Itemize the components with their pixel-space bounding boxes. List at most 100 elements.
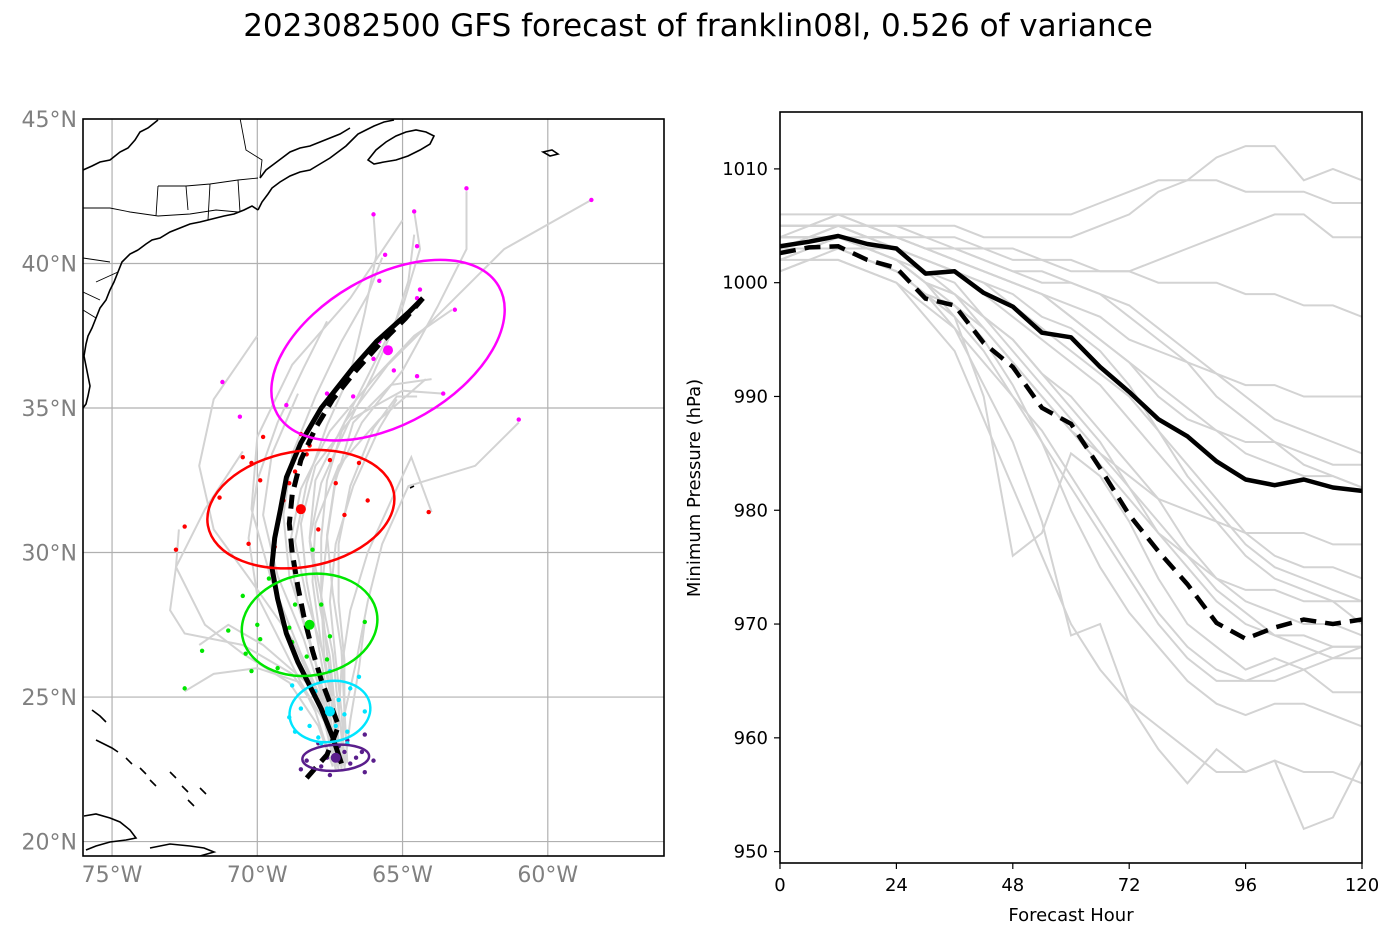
t96-member-point [377,278,382,284]
coastline-caribbean [83,485,415,856]
mean-track-dashed [286,296,425,780]
t48-member-point [240,593,245,599]
t72-member-point [182,524,187,529]
ensemble-pressure-line [780,236,1362,660]
t24-member-point [289,683,295,688]
pressure-ticks: 0 24 48 72 96 120 950 960 970 980 990 1000 1010 [722,159,1379,896]
t96-member-point [324,391,330,396]
t48-member-point [292,602,298,607]
ensemble-track [334,454,433,767]
t72-member-point [287,480,292,486]
ensemble-track [337,395,418,770]
t48-member-point [182,686,187,691]
pressure-xtick-label: 24 [885,875,908,896]
t72-member-point [327,457,333,463]
t48-member-point [258,637,263,642]
t48-member-point [362,619,367,625]
pressure-frame [779,111,1363,864]
t96-member-point [417,287,423,292]
t0-member-point [371,758,376,763]
map-xtick-label: 60°W [517,863,578,888]
t24-member-point [345,729,350,734]
map-gridlines [83,118,664,856]
x-axis-label: Forecast Hour [1008,905,1134,926]
ensemble-track [328,398,398,764]
t72-member-point [258,478,263,483]
ensemble-pressure-line [780,224,1362,489]
t24-spread-ellipse [288,679,372,744]
t72-member-point [316,527,321,532]
t96-member-point [414,243,420,249]
pressure-ytick-label: 960 [734,728,768,749]
t48-member-point [249,668,254,674]
t48-member-point [226,628,231,633]
t72-member-point [356,460,362,466]
pressure-panel: 0 24 48 72 96 120 950 960 970 980 990 1000 1010 Fore… [684,111,1379,926]
t48-member-point [275,665,280,671]
ensemble-track [299,389,444,770]
t48-member-point [310,547,315,552]
t72-member-point [217,495,222,500]
ensemble-pressure-line [780,258,1362,682]
map-frame [82,118,665,857]
t0-member-point [353,755,359,760]
map-xtick-label: 75°W [82,863,143,888]
ensemble-track [337,421,520,767]
t48-member-point [304,654,309,659]
t0-member-point [298,767,304,772]
t48-member-point [327,634,333,639]
map-ytick-label: 45°N [22,108,77,133]
t24-member-point [356,674,362,680]
ensemble-pressure-line [780,224,1362,489]
t24-member-point [333,723,338,729]
pressure-ytick-label: 990 [734,386,768,407]
t96-member-point [414,374,420,379]
t96-member-point [350,394,356,399]
t72-member-point [260,434,266,440]
t72-member-point [333,480,338,486]
t96-member-point [464,186,469,191]
pressure-ytick-label: 1010 [722,159,768,180]
t24-member-point [298,706,304,711]
ensemble-track [325,191,468,764]
t96-member-point [414,295,420,301]
t96-spread-ellipse [270,258,506,442]
t48-member-point [255,622,260,627]
pressure-xtick-label: 96 [1234,875,1257,896]
t72-member-point [173,547,179,552]
map-xtick-label: 65°W [372,863,433,888]
t96-member-point [516,417,521,422]
t48-member-point [243,651,248,656]
map-panel: 75°W 70°W 65°W 60°W 20°N 25°N 30°N 35°N 40°N 45°N [22,108,665,888]
t48-mean-point [304,619,315,630]
t48-member-point [319,602,324,607]
t0-member-point [359,749,365,755]
t72-member-point [365,498,370,503]
t0-member-point [362,769,367,775]
t72-spread-ellipse [206,448,396,570]
ensemble-pressure-line [780,224,1362,398]
ensemble-pressure-line [780,224,1362,466]
ensemble-track [247,320,334,767]
ensemble-track [250,219,404,767]
t24-member-point [336,697,341,703]
t72-member-point [246,541,251,547]
pressure-xtick-label: 72 [1118,875,1141,896]
pressure-ytick-label: 1000 [722,273,768,294]
t0-member-point [348,761,353,766]
pressure-ytick-label: 980 [734,500,768,521]
t0-member-point [327,772,333,778]
t72-member-point [342,512,347,518]
ensemble-track [288,308,453,767]
pressure-data-layer [780,145,1362,831]
figure-title: 2023082500 GFS forecast of franklin08l, … [243,8,1153,44]
map-ytick-label: 30°N [22,542,77,567]
pressure-xtick-label: 120 [1345,875,1379,896]
mean-pressure-dashed [780,244,1362,642]
t96-member-point [411,209,417,214]
ensemble-pressure-line [780,224,1362,580]
ensemble-track [308,199,592,761]
map-ytick-label: 35°N [22,397,77,422]
t96-member-point [391,368,397,373]
